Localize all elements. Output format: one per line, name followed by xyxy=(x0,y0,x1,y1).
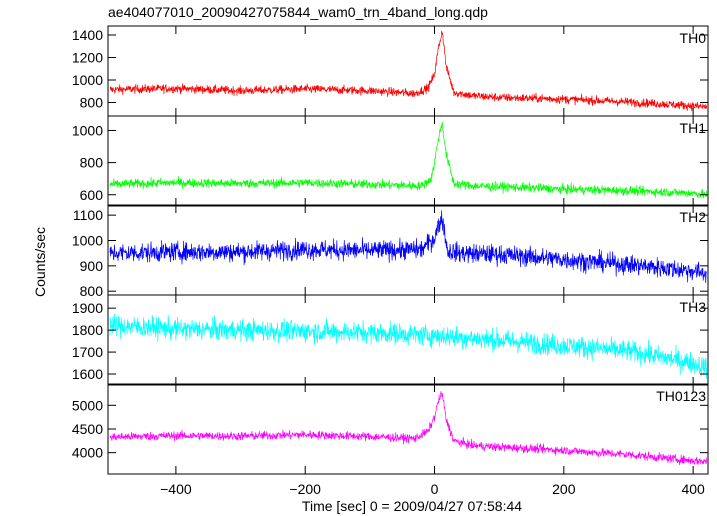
y-tick-label: 600 xyxy=(80,187,104,203)
y-axis-label: Counts/sec xyxy=(32,227,48,297)
panel-label: TH1 xyxy=(680,120,707,136)
y-tick-label: 1600 xyxy=(72,366,103,382)
y-tick-label: 900 xyxy=(80,258,104,274)
y-tick-label: 1200 xyxy=(72,50,103,66)
panel-th2: 800 900 1000 1100 TH2 xyxy=(72,204,709,299)
panel-th3: 1600 1700 1800 1900 TH3 xyxy=(72,294,709,386)
y-tick-label: 800 xyxy=(80,155,104,171)
panel-label: TH2 xyxy=(680,209,707,225)
x-tick-label: 400 xyxy=(681,481,705,497)
panel-label: TH3 xyxy=(680,299,707,315)
panel-th1: 600 800 1000 TH1 xyxy=(72,115,709,207)
x-tick-label: −400 xyxy=(160,481,192,497)
y-tick-label: 5000 xyxy=(72,397,103,413)
series-line-th1 xyxy=(109,122,708,199)
panel-th0123: 4000 4500 5000 TH0123 xyxy=(72,383,709,475)
y-tick-label: 800 xyxy=(80,95,104,111)
panel-th0: 800 1000 1200 1400 TH0 xyxy=(72,25,709,117)
x-tick-label: 200 xyxy=(552,481,576,497)
panel-frame xyxy=(107,115,709,207)
y-tick-label: 1000 xyxy=(72,122,103,138)
panel-frame xyxy=(107,383,709,475)
panel-label: TH0123 xyxy=(656,388,706,404)
y-tick-label: 4000 xyxy=(72,445,103,461)
series-line-th0 xyxy=(109,30,708,112)
series-line-th2 xyxy=(109,210,708,284)
y-tick-label: 1900 xyxy=(72,300,103,316)
series-line-th3 xyxy=(109,313,708,379)
panel-frame xyxy=(107,294,709,386)
panel-label: TH0 xyxy=(680,30,707,46)
y-tick-label: 1400 xyxy=(72,27,103,43)
series-line-th0123 xyxy=(109,391,708,466)
x-tick-label: 0 xyxy=(431,481,439,497)
y-tick-label: 1000 xyxy=(72,72,103,88)
y-tick-label: 1800 xyxy=(72,322,103,338)
x-tick-label: −200 xyxy=(289,481,321,497)
plot-title: ae404077010_20090427075844_wam0_trn_4ban… xyxy=(108,4,488,20)
y-tick-label: 1000 xyxy=(72,232,103,248)
panels: 800 1000 1200 1400 TH0 600 800 1000 TH1 800 900 100… xyxy=(72,25,709,497)
y-tick-label: 1100 xyxy=(73,207,103,223)
y-tick-label: 1700 xyxy=(72,344,103,360)
y-tick-label: 4500 xyxy=(72,421,103,437)
y-tick-label: 800 xyxy=(80,283,104,299)
x-axis-label: Time [sec] 0 = 2009/04/27 07:58:44 xyxy=(302,498,522,514)
